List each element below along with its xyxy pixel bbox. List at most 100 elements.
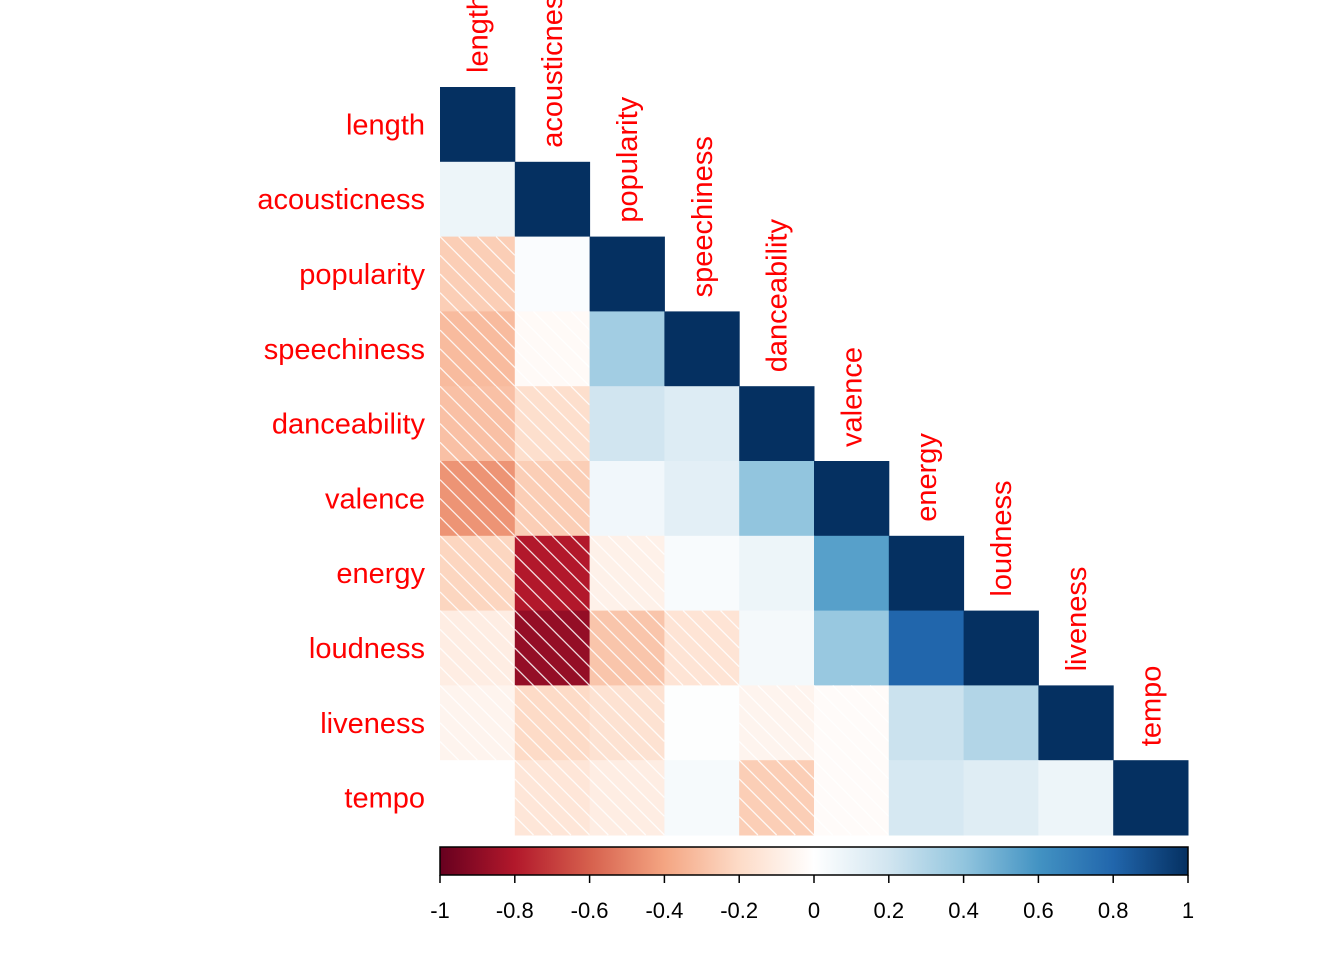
hatch-line xyxy=(439,460,516,537)
hatch-line xyxy=(439,254,497,312)
hatch-line xyxy=(495,310,516,331)
row-label-tempo: tempo xyxy=(344,783,425,815)
heatmap-cell-valence-valence xyxy=(814,461,890,537)
hatch-line xyxy=(439,348,478,387)
hatch-line xyxy=(514,348,553,387)
hatch-line xyxy=(514,535,591,612)
hatch-line xyxy=(589,703,647,761)
hatch-line xyxy=(476,236,516,275)
heatmap-cell-loudness-energy xyxy=(888,610,965,686)
hatch-line xyxy=(738,722,778,761)
hatch-line xyxy=(645,684,665,705)
row-label-liveness: liveness xyxy=(320,708,425,740)
hatch-line xyxy=(663,628,721,686)
hatch-line xyxy=(776,684,815,724)
heatmap-cell-valence-speechiness xyxy=(664,461,740,537)
hatch-line xyxy=(645,759,665,780)
hatch-line xyxy=(682,610,740,668)
hatch-line xyxy=(439,684,516,761)
hatch-line xyxy=(439,666,460,686)
column-label-speechiness: speechiness xyxy=(687,136,719,297)
column-label-danceability: danceability xyxy=(762,219,794,373)
hatch-line xyxy=(663,666,684,686)
heatmap-cell-valence-danceability xyxy=(739,461,815,537)
column-label-tempo: tempo xyxy=(1136,666,1168,747)
hatch-line xyxy=(458,460,516,518)
hatch-line xyxy=(832,684,890,742)
hatch-line xyxy=(570,684,591,705)
hatch-line xyxy=(738,703,796,761)
row-label-loudness: loudness xyxy=(309,633,425,665)
hatch-line xyxy=(495,385,516,406)
heatmap-cell-energy-energy xyxy=(888,535,965,612)
hatch-line xyxy=(832,759,890,817)
hatch-line xyxy=(439,329,497,387)
hatch-line xyxy=(813,815,834,836)
heatmap-cell-energy-speechiness xyxy=(664,535,740,612)
heatmap-cell-speechiness-popularity xyxy=(589,311,665,387)
column-label-loudness: loudness xyxy=(986,481,1018,597)
heatmap-cell-energy-valence xyxy=(814,535,890,612)
heatmap-cell-acousticness-length xyxy=(440,161,516,238)
hatch-line xyxy=(514,759,591,836)
hatch-line xyxy=(850,759,890,799)
hatch-line xyxy=(514,441,534,462)
hatch-line xyxy=(439,591,460,612)
hatch-line xyxy=(626,610,665,649)
hatch-line xyxy=(570,535,591,555)
hatch-line xyxy=(570,310,591,331)
heatmap-cell-loudness-danceability xyxy=(739,610,815,686)
hatch-line xyxy=(439,516,460,537)
hatch-line xyxy=(589,741,609,761)
heatmap-cell-tempo-speechiness xyxy=(664,760,740,836)
hatch-line xyxy=(495,610,516,630)
hatch-line xyxy=(551,535,591,574)
column-label-valence: valence xyxy=(836,347,868,447)
hatch-line xyxy=(439,310,516,387)
hatch-line xyxy=(813,778,871,836)
hatch-line xyxy=(458,535,516,593)
hatch-line xyxy=(458,385,516,443)
hatch-line xyxy=(533,610,591,668)
hatch-line xyxy=(738,741,759,761)
hatch-line xyxy=(589,722,628,761)
hatch-line xyxy=(794,684,815,705)
hatch-line xyxy=(589,572,628,612)
hatch-line xyxy=(439,292,460,312)
heatmap-cell-tempo-length xyxy=(440,760,516,836)
column-label-acousticness: acousticness xyxy=(537,0,569,148)
hatch-line xyxy=(813,759,890,836)
hatch-line xyxy=(589,628,647,686)
hatch-line xyxy=(738,815,759,836)
hatch-line xyxy=(514,329,572,387)
hatch-line xyxy=(495,236,516,256)
hatch-line xyxy=(533,385,591,443)
hatch-line xyxy=(589,535,665,612)
hatch-line xyxy=(533,460,591,518)
hatch-line xyxy=(495,535,516,555)
hatch-line xyxy=(514,778,572,836)
hatch-line xyxy=(551,610,591,649)
heatmap-cell-tempo-energy xyxy=(888,760,965,836)
heatmap-cell-popularity-acousticness xyxy=(514,236,591,312)
hatch-line xyxy=(476,684,516,724)
heatmap-cell-liveness-liveness xyxy=(1038,685,1114,761)
hatch-line xyxy=(514,815,534,836)
hatch-line xyxy=(533,684,591,742)
hatch-line xyxy=(514,628,572,686)
hatch-line xyxy=(514,367,534,387)
hatch-line xyxy=(514,797,553,836)
hatch-line xyxy=(607,535,665,593)
column-labels: length acousticness popularity speechiness d… xyxy=(462,0,1167,746)
hatch-line xyxy=(813,722,852,761)
hatch-line xyxy=(720,610,740,630)
hatch-line xyxy=(533,759,591,817)
hatch-line xyxy=(813,703,871,761)
heatmap-cell-liveness-speechiness xyxy=(664,685,740,761)
hatch-line xyxy=(514,722,553,761)
hatch-line xyxy=(850,684,890,724)
heatmap-cell-speechiness-speechiness xyxy=(664,311,740,387)
heatmap-cell-danceability-popularity xyxy=(589,386,665,462)
colorbar-tick-label: -1 xyxy=(430,898,450,923)
